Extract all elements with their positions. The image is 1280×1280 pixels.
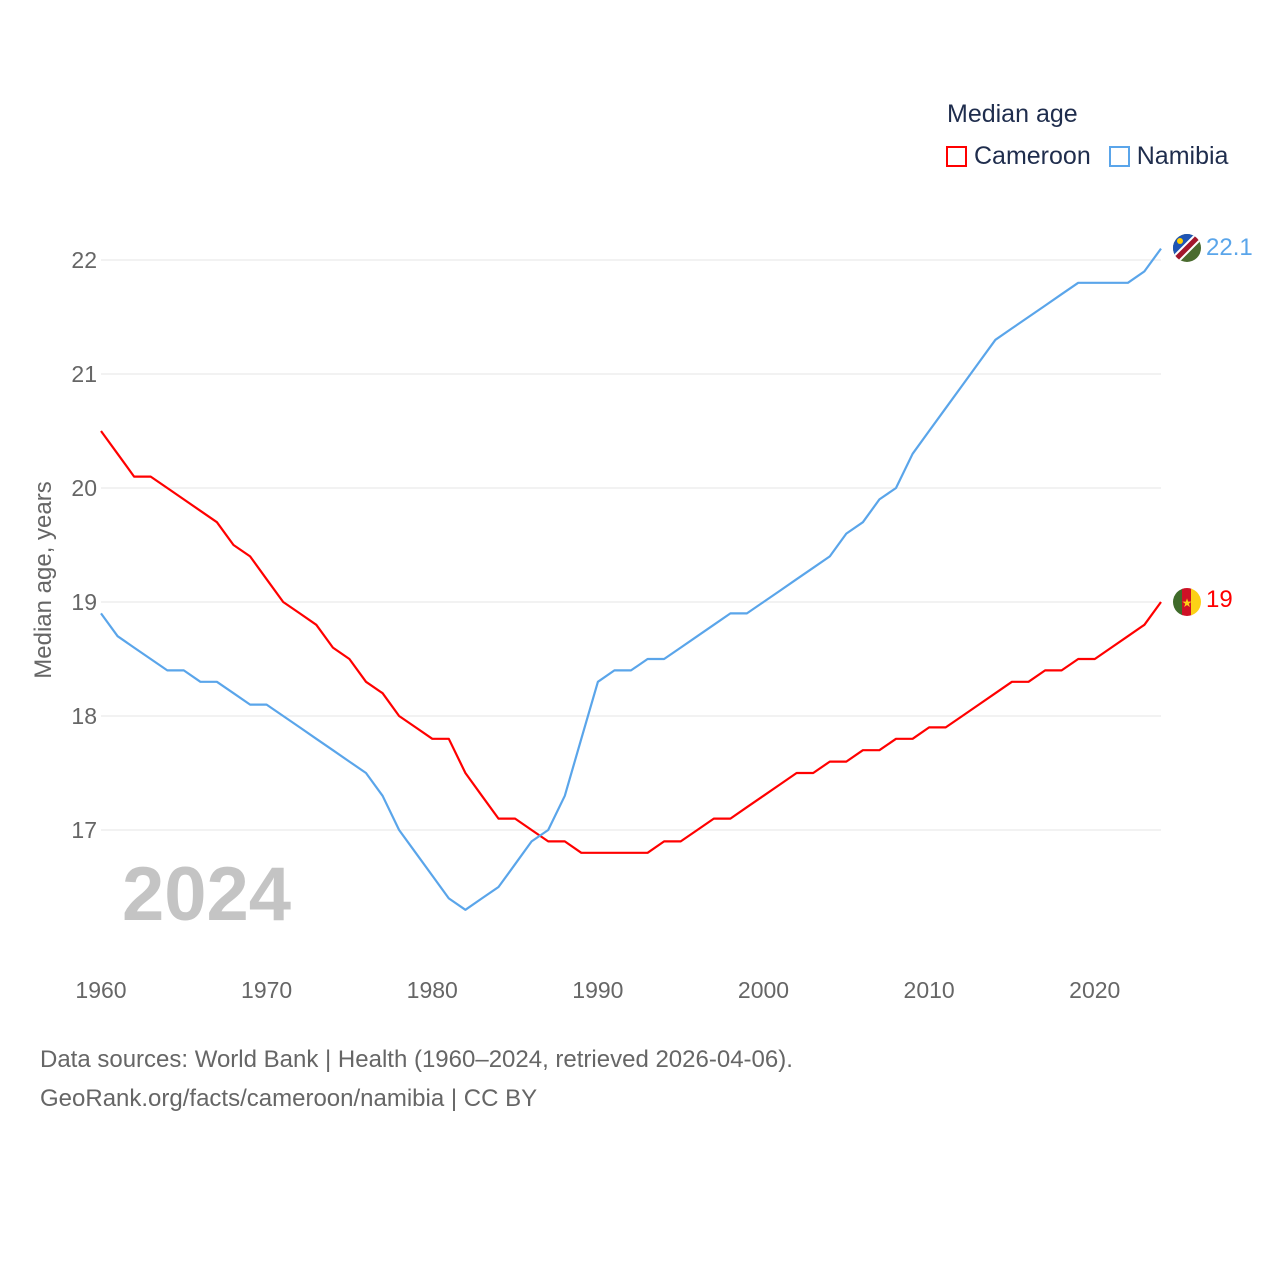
x-tick-label: 2020 [1069,977,1120,1003]
legend-label: Cameroon [974,142,1091,170]
y-tick-label: 21 [71,361,97,387]
namibia-end-label: 22.1 [1206,234,1253,261]
x-tick-label: 2010 [904,977,955,1003]
x-tick-labels: 1960 1970 1980 1990 2000 2010 2020 [75,977,1120,1003]
legend-item-cameroon[interactable]: Cameroon [946,142,1091,171]
y-tick-label: 17 [71,817,97,843]
gridlines [101,259,1161,831]
legend-item-namibia[interactable]: Namibia [1108,142,1229,171]
svg-text:★: ★ [1182,596,1193,610]
x-tick-label: 2000 [738,977,789,1003]
cameroon-swatch-icon [946,146,967,167]
series-line-namibia [100,247,1162,911]
y-tick-labels: 17 18 19 20 21 22 [71,247,97,843]
legend-label: Namibia [1136,142,1229,170]
series-lines [100,247,1162,911]
legend-title: Median age [947,100,1078,128]
x-tick-label: 1960 [75,977,126,1003]
cameroon-flag-icon: ★ [1173,588,1201,616]
y-tick-label: 19 [71,589,97,615]
source-line-1: Data sources: World Bank | Health (1960–… [40,1046,793,1073]
source-line-2[interactable]: GeoRank.org/facts/cameroon/namibia | CC … [40,1085,538,1112]
cameroon-end-label: 19 [1206,586,1233,613]
y-tick-label: 22 [71,247,97,273]
y-axis-label: Median age, years [30,481,57,678]
namibia-swatch-icon [1108,146,1130,167]
watermark-year: 2024 [122,852,291,937]
x-tick-label: 1980 [407,977,458,1003]
legend: Cameroon Namibia [946,142,1228,171]
x-tick-label: 1970 [241,977,292,1003]
y-tick-label: 18 [71,703,97,729]
series-line-cameroon [100,430,1162,854]
y-tick-label: 20 [71,475,97,501]
namibia-flag-icon [1173,234,1201,262]
x-tick-label: 1990 [572,977,623,1003]
